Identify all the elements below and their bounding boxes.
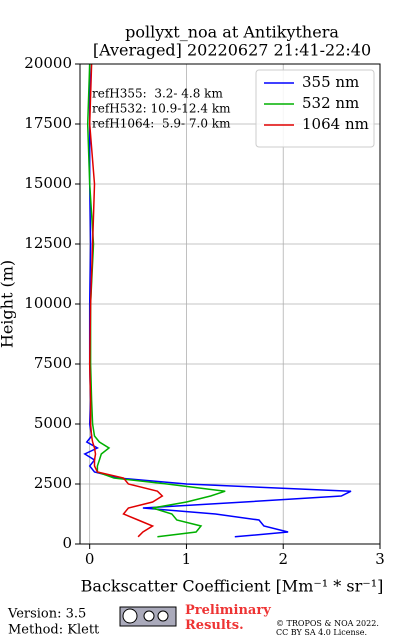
chart-title: pollyxt_noa at Antikythera: [125, 23, 339, 42]
x-tick-label: 3: [375, 550, 385, 568]
legend-label: 532 nm: [302, 94, 359, 112]
y-tick-label: 7500: [34, 354, 72, 372]
x-tick-label: 2: [278, 550, 288, 568]
y-tick-label: 5000: [34, 414, 72, 432]
y-tick-label: 2500: [34, 474, 72, 492]
x-axis-label: Backscatter Coefficient [Mm⁻¹ * sr⁻¹]: [81, 577, 384, 596]
legend-box: [255, 69, 375, 148]
x-tick-label: 1: [182, 550, 192, 568]
legend-label: 1064 nm: [302, 115, 369, 133]
method: Method: Klett: [8, 623, 100, 638]
license: CC BY SA 4.0 License.: [276, 628, 367, 637]
copyright: © TROPOS & NOA 2022.: [276, 619, 379, 628]
profile-line: [86, 63, 226, 538]
y-tick-label: 20000: [24, 54, 72, 72]
chart-subtitle: [Averaged] 20220627 21:41-22:40: [93, 41, 371, 60]
annotation: refH355: 3.2- 4.8 km: [92, 87, 223, 101]
annotation: refH1064: 5.9- 7.0 km: [92, 117, 231, 131]
y-axis-label: Height (m): [0, 260, 17, 348]
y-tick-label: 15000: [24, 174, 72, 192]
legend-label: 355 nm: [302, 73, 359, 91]
plot-frame: [79, 63, 381, 545]
y-tick-label: 12500: [24, 234, 72, 252]
y-tick-label: 10000: [24, 294, 72, 312]
cc-logo: [119, 606, 177, 627]
preliminary-note: Preliminary Results.: [185, 603, 271, 633]
annotation: refH532: 10.9-12.4 km: [92, 102, 231, 116]
profile-line: [88, 63, 164, 538]
y-tick-label: 0: [62, 534, 72, 552]
version: Version: 3.5: [7, 607, 86, 622]
y-tick-label: 17500: [24, 114, 72, 132]
x-tick-label: 0: [85, 550, 95, 568]
